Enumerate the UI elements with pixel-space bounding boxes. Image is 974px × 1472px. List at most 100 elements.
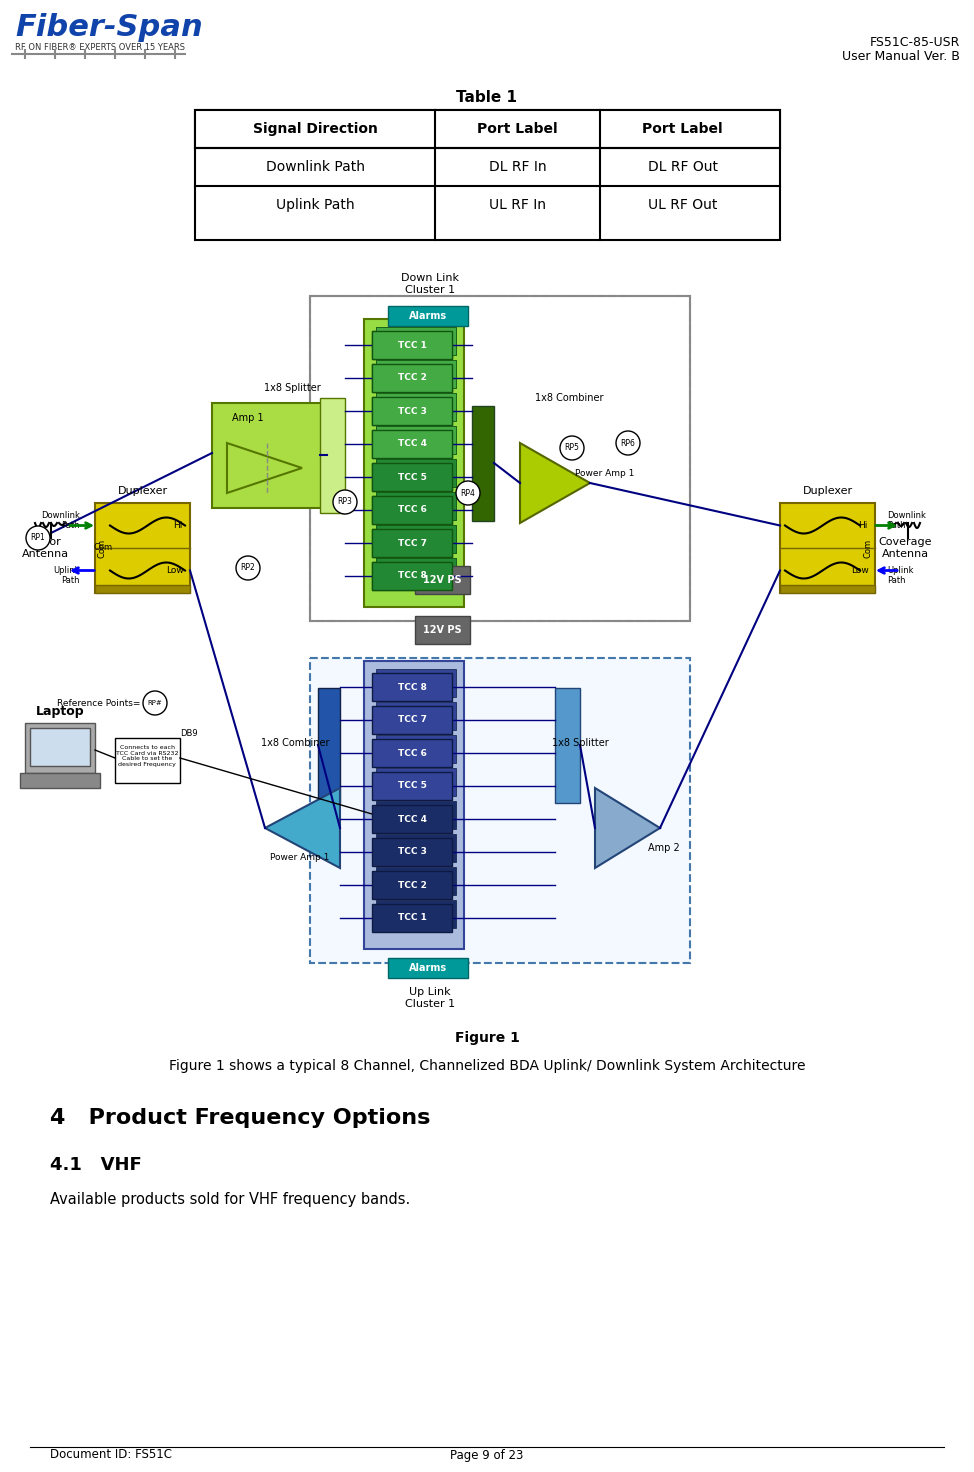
Text: TCC 1: TCC 1	[397, 340, 427, 349]
Bar	[415, 615, 470, 645]
Bar	[376, 393, 456, 421]
Bar	[376, 835, 456, 863]
Text: TCC 3: TCC 3	[397, 406, 427, 415]
Text: Com: Com	[864, 539, 873, 558]
Text: Alarms: Alarms	[409, 963, 447, 973]
Text: Uplink Path: Uplink Path	[276, 199, 355, 212]
Bar	[376, 327, 456, 355]
Text: Reference Points=: Reference Points=	[56, 699, 140, 708]
Text: TCC 6: TCC 6	[397, 505, 427, 515]
Text: Table 1: Table 1	[457, 90, 517, 106]
Bar	[115, 737, 180, 783]
Bar	[372, 838, 452, 866]
Text: TCC 2: TCC 2	[397, 374, 427, 383]
Text: TCC 2: TCC 2	[397, 880, 427, 889]
Text: Up Link
Cluster 1: Up Link Cluster 1	[405, 988, 455, 1008]
Text: Laptop: Laptop	[36, 705, 85, 717]
Bar	[780, 584, 875, 593]
Circle shape	[333, 490, 357, 514]
Text: TCC 6: TCC 6	[397, 505, 427, 515]
Text: TCC 3: TCC 3	[397, 848, 427, 857]
Text: TCC 5: TCC 5	[397, 782, 427, 790]
Text: TCC 4: TCC 4	[397, 814, 427, 823]
Bar	[372, 528, 452, 556]
Text: Signal Direction: Signal Direction	[252, 122, 378, 135]
Polygon shape	[520, 443, 590, 523]
Text: Donor
Antenna: Donor Antenna	[21, 537, 68, 559]
Bar	[372, 464, 452, 492]
Text: Document ID: FS51C: Document ID: FS51C	[50, 1448, 172, 1462]
Text: 1x8 Splitter: 1x8 Splitter	[551, 737, 609, 748]
Bar	[376, 425, 456, 453]
Bar	[372, 805, 452, 833]
Bar	[780, 503, 875, 593]
Text: RP1: RP1	[30, 533, 46, 543]
Bar	[376, 361, 456, 389]
Bar	[376, 361, 456, 389]
Circle shape	[143, 690, 167, 715]
Bar	[372, 464, 452, 492]
Bar	[555, 687, 580, 804]
Text: TCC 5: TCC 5	[397, 473, 427, 481]
Bar	[376, 459, 456, 487]
Bar	[376, 393, 456, 421]
Text: Low: Low	[167, 567, 184, 576]
Bar	[376, 492, 456, 520]
Text: Duplexer: Duplexer	[118, 486, 168, 496]
Text: TCC 3: TCC 3	[397, 406, 427, 415]
Bar	[212, 403, 327, 508]
Text: TCC 8: TCC 8	[397, 683, 427, 692]
Text: Com: Com	[94, 543, 113, 552]
Text: Low: Low	[851, 567, 869, 576]
Text: Power Amp 1: Power Amp 1	[270, 852, 329, 863]
Text: Uplink
Path: Uplink Path	[887, 565, 914, 586]
Bar	[376, 526, 456, 553]
Text: RP#: RP#	[148, 701, 163, 707]
Bar	[310, 296, 690, 621]
Text: Port Label: Port Label	[642, 122, 723, 135]
Text: 12V PS: 12V PS	[423, 576, 462, 584]
Text: DL RF In: DL RF In	[489, 160, 546, 174]
Bar	[388, 306, 468, 325]
Bar	[376, 867, 456, 895]
Bar	[320, 397, 345, 514]
Bar	[372, 739, 452, 767]
Circle shape	[616, 431, 640, 455]
Circle shape	[26, 526, 50, 551]
Text: 4.1   VHF: 4.1 VHF	[50, 1156, 142, 1175]
Text: TCC 7: TCC 7	[397, 539, 427, 548]
Bar	[376, 702, 456, 730]
Bar	[372, 364, 452, 392]
Bar	[372, 364, 452, 392]
Text: Hi: Hi	[173, 521, 183, 530]
Bar	[372, 496, 452, 524]
Circle shape	[560, 436, 584, 459]
Bar	[376, 899, 456, 927]
Text: Amp 1: Amp 1	[232, 414, 264, 422]
Bar	[372, 871, 452, 899]
Bar	[372, 496, 452, 524]
Bar	[195, 110, 780, 240]
Text: TCC 1: TCC 1	[397, 340, 427, 349]
Bar	[310, 658, 690, 963]
Bar	[310, 296, 690, 621]
Bar	[20, 773, 100, 788]
Text: User Manual Ver. B: User Manual Ver. B	[843, 50, 960, 62]
Bar	[372, 397, 452, 425]
Text: Amp 2: Amp 2	[648, 843, 680, 852]
Text: Hi: Hi	[858, 521, 868, 530]
Text: TCC 7: TCC 7	[397, 715, 427, 724]
Bar	[376, 492, 456, 520]
Text: Port Label: Port Label	[477, 122, 558, 135]
Text: TCC 5: TCC 5	[397, 473, 427, 481]
Bar	[25, 723, 95, 773]
Bar	[364, 661, 464, 949]
Bar	[376, 425, 456, 453]
Bar	[376, 558, 456, 586]
Text: Downlink Path: Downlink Path	[266, 160, 364, 174]
Text: TCC 7: TCC 7	[397, 539, 427, 548]
Text: Duplexer: Duplexer	[803, 486, 852, 496]
Bar	[372, 562, 452, 590]
Text: 4   Product Frequency Options: 4 Product Frequency Options	[50, 1108, 431, 1128]
Bar	[95, 584, 190, 593]
